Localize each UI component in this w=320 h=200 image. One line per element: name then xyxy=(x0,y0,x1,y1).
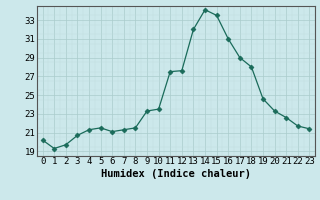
X-axis label: Humidex (Indice chaleur): Humidex (Indice chaleur) xyxy=(101,169,251,179)
